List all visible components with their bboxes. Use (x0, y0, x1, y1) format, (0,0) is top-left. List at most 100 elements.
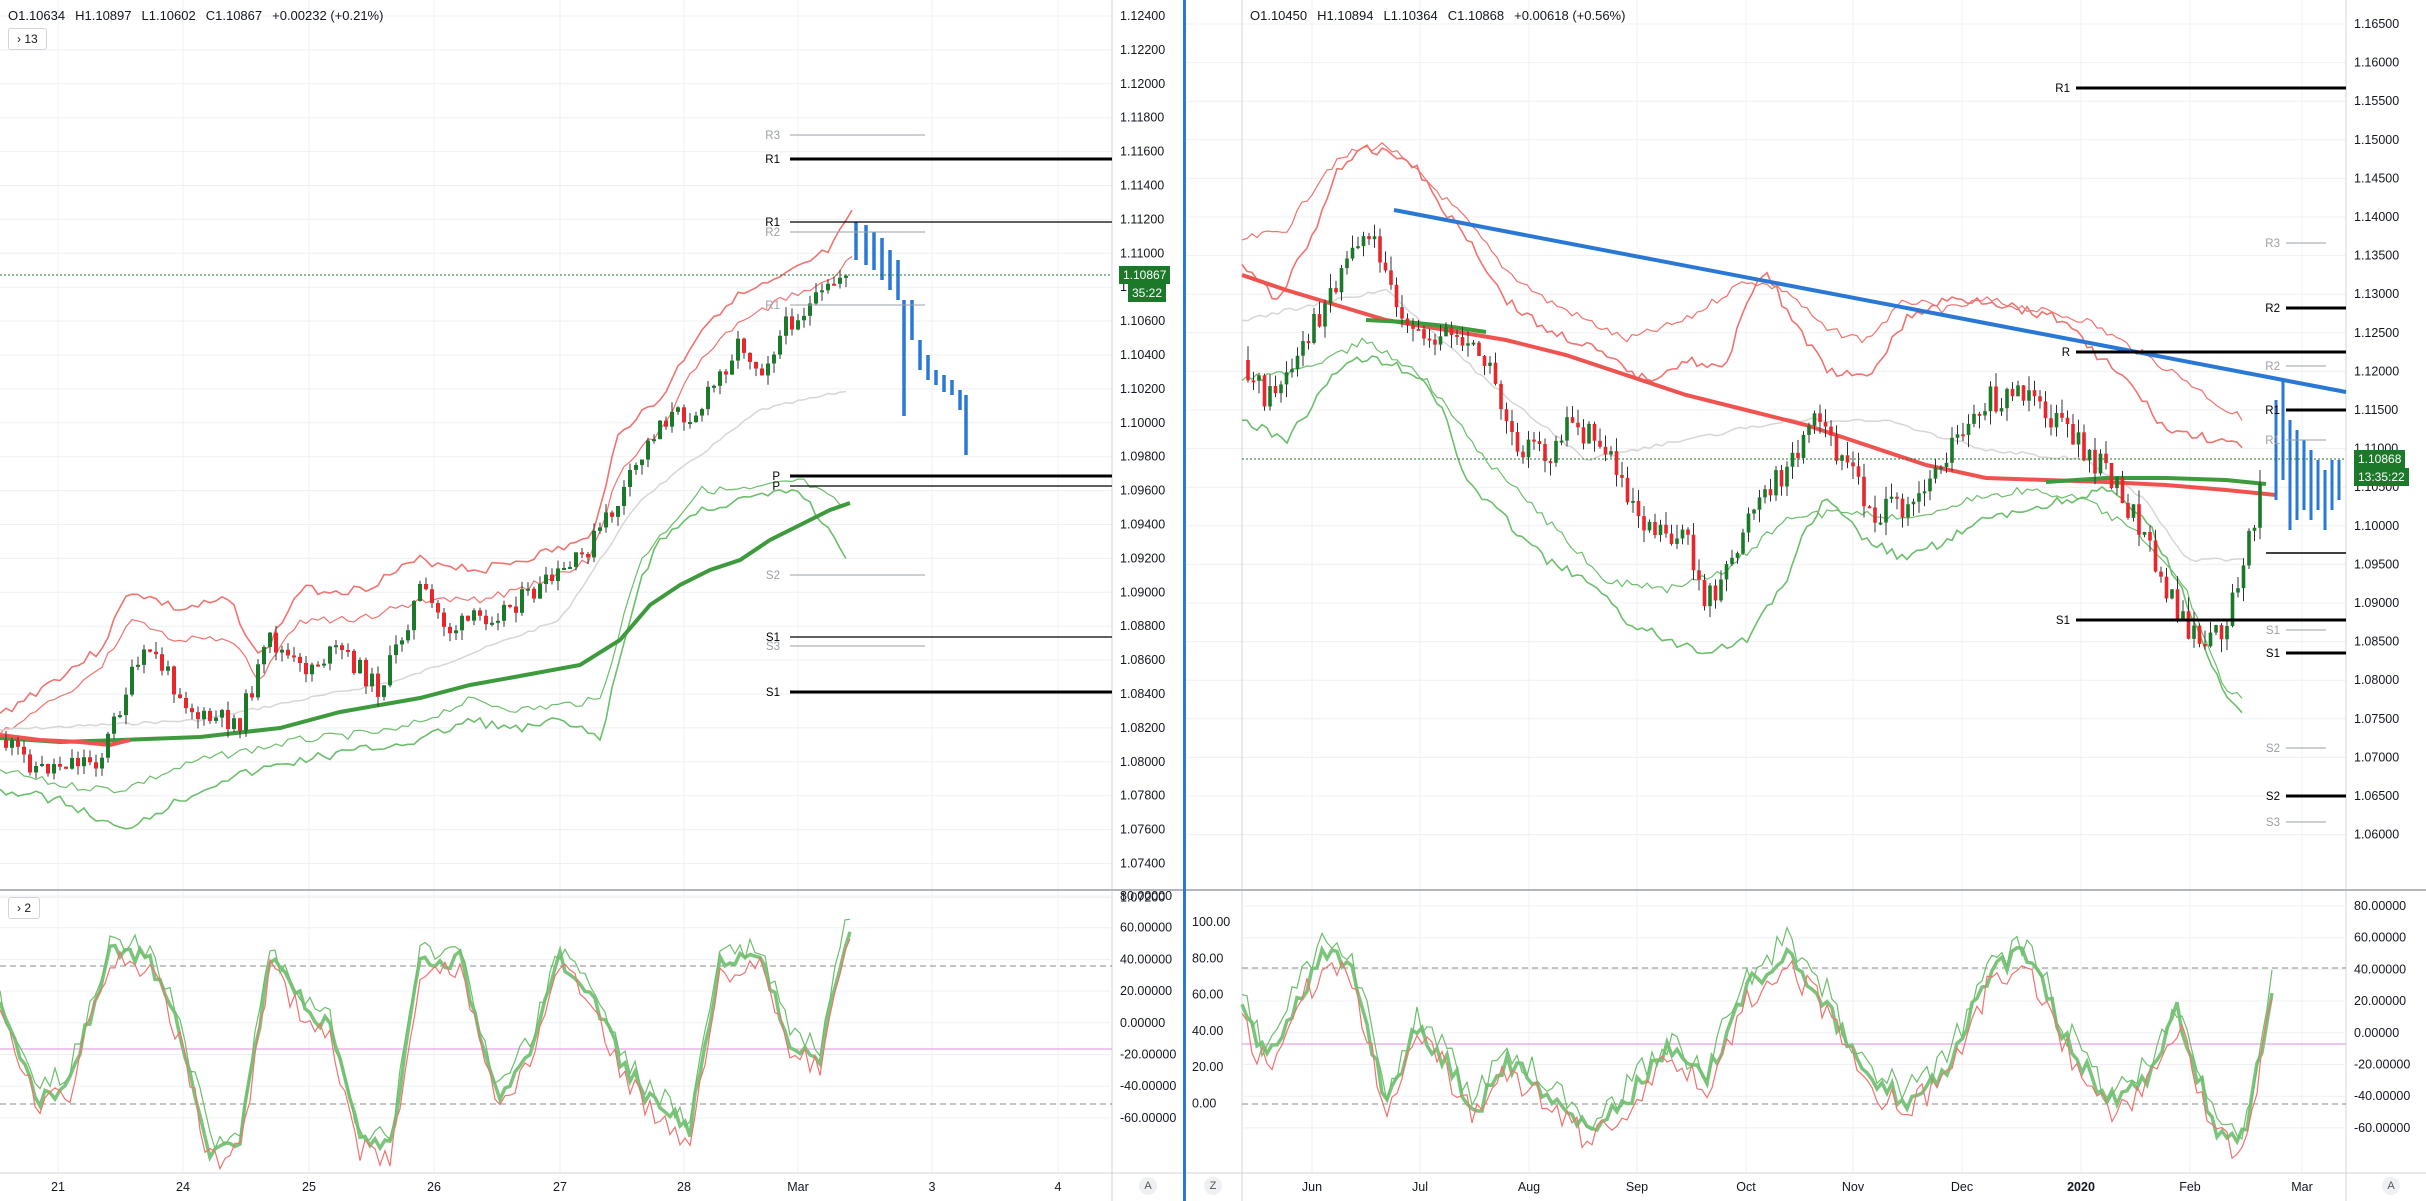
left-osc-signal-green (0, 918, 851, 1151)
right-candle (1460, 337, 1465, 346)
left-price-axis-label: 1.12400 (1120, 9, 1165, 23)
left-oscillator-toggle-button[interactable]: › 2 (8, 897, 41, 919)
right-price-chart[interactable]: 1.16500 1.16000 1.15500 1.15000 1.14500 1.140… (1186, 0, 2426, 1201)
left-osc-axis-label: -20.00000 (1120, 1048, 1176, 1062)
left-candle (190, 708, 194, 713)
right-candle (1251, 380, 1256, 383)
right-chart-panel[interactable]: 1.16500 1.16000 1.15500 1.15000 1.14500 1.140… (1186, 0, 2426, 1201)
left-red-ma (0, 733, 131, 748)
right-candle (1950, 437, 1954, 463)
left-candle (670, 411, 674, 427)
right-candle (1609, 451, 1613, 455)
left-candle (436, 603, 440, 613)
right-price-axis-label: 1.13000 (2354, 287, 2399, 301)
right-candle (1504, 409, 1509, 422)
left-candle (712, 385, 716, 388)
left-candle (406, 630, 410, 641)
right-candle (1345, 258, 1349, 269)
left-candle (70, 757, 74, 769)
left-candle (616, 505, 620, 517)
right-candle (1708, 585, 1712, 607)
left-candle (46, 763, 50, 774)
right-candle (1873, 507, 1877, 523)
right-candle (1933, 467, 1938, 479)
right-candle (1510, 421, 1514, 433)
left-candle (160, 654, 164, 671)
right-candle (2219, 625, 2224, 640)
left-candle (658, 420, 662, 440)
left-candle (730, 360, 734, 375)
right-candle (2054, 413, 2059, 428)
right-candle (1246, 360, 1250, 381)
left-pivot-label: S2 (766, 570, 780, 582)
right-candle (1928, 478, 1932, 492)
left-candle (316, 664, 320, 667)
right-candle (1312, 313, 1316, 343)
right-candle (1521, 451, 1525, 458)
right-last-price-tag: 1.10868 (2354, 450, 2406, 468)
right-price-axis-label: 1.09500 (2354, 557, 2399, 571)
right-auto-scale-button[interactable]: A (2382, 1177, 2400, 1195)
left-candle (838, 277, 842, 284)
left-price-axis-label: 1.11000 (1120, 246, 1164, 260)
right-osc-axis-label: 20.00000 (2354, 994, 2406, 1008)
right-candle (1306, 341, 1311, 344)
left-candle (790, 316, 794, 330)
right-zoom-button[interactable]: Z (1204, 1177, 1222, 1195)
right-candle (1686, 529, 1690, 535)
right-candle (1675, 538, 1679, 544)
left-price-axis-label: 1.08200 (1120, 721, 1165, 735)
right-time-axis-label: Aug (1518, 1180, 1540, 1194)
left-chart-panel[interactable]: 1.12400 1.12200 1.12000 1.11800 1.11600 1.114… (0, 0, 1183, 1201)
left-candle (22, 746, 26, 755)
left-candle (424, 583, 428, 590)
right-candle (2258, 483, 2262, 528)
left-auto-scale-button[interactable]: A (1139, 1177, 1157, 1195)
right-candle (2203, 643, 2207, 647)
right-candle (1851, 462, 1855, 467)
left-candle (364, 659, 368, 687)
left-candle (454, 630, 458, 634)
right-candle (1334, 288, 1338, 293)
left-candle (574, 552, 578, 567)
right-time-axis-label: Mar (2291, 1180, 2313, 1194)
right-candle (1422, 329, 1426, 339)
pane-separator[interactable] (1183, 0, 1186, 1201)
left-candle (154, 651, 158, 655)
right-ohlc-legend: O1.10450 H1.10894 L1.10364 C1.10868 +0.00618… (1250, 8, 1635, 23)
right-candle (2010, 388, 2015, 397)
right-candle (1581, 427, 1586, 444)
right-time-axis-label: Oct (1736, 1180, 1756, 1194)
left-indicators-toggle-button[interactable]: › 13 (8, 28, 47, 50)
left-candle (586, 553, 590, 558)
left-price-axis-label: 1.11200 (1120, 212, 1164, 226)
right-candle (1284, 372, 1289, 385)
right-trendline (1393, 208, 2347, 394)
right-candle (1768, 489, 1773, 496)
right-candle (1801, 434, 1806, 459)
left-close-value: C1.10867 (205, 8, 263, 23)
left-candle (532, 588, 536, 599)
right-candle (2098, 453, 2103, 474)
right-candle (1983, 411, 1987, 416)
left-candle (106, 733, 110, 758)
left-candle (502, 604, 506, 621)
left-time-axis-label: 4 (1055, 1180, 1062, 1194)
left-candle (448, 626, 452, 634)
left-price-axis-label: 1.11800 (1120, 111, 1164, 125)
right-candle (1999, 408, 2004, 412)
right-candle (1878, 522, 1883, 525)
right-osc-axis-label: -20.00000 (2354, 1058, 2410, 1072)
left-candle (778, 335, 782, 355)
left-candle (478, 610, 482, 616)
right-candle (2043, 401, 2048, 419)
left-osc-axis-label: 80.00000 (1120, 889, 1172, 903)
left-candle (724, 371, 728, 375)
right-candle (1301, 341, 1305, 356)
left-candle (814, 292, 818, 304)
right-candle (1642, 516, 1646, 531)
left-candle (250, 693, 254, 698)
right-price-axis-label: 1.11500 (2354, 403, 2398, 417)
left-price-chart[interactable]: 1.12400 1.12200 1.12000 1.11800 1.11600 1.114… (0, 0, 1183, 1201)
left-candle (772, 354, 776, 364)
